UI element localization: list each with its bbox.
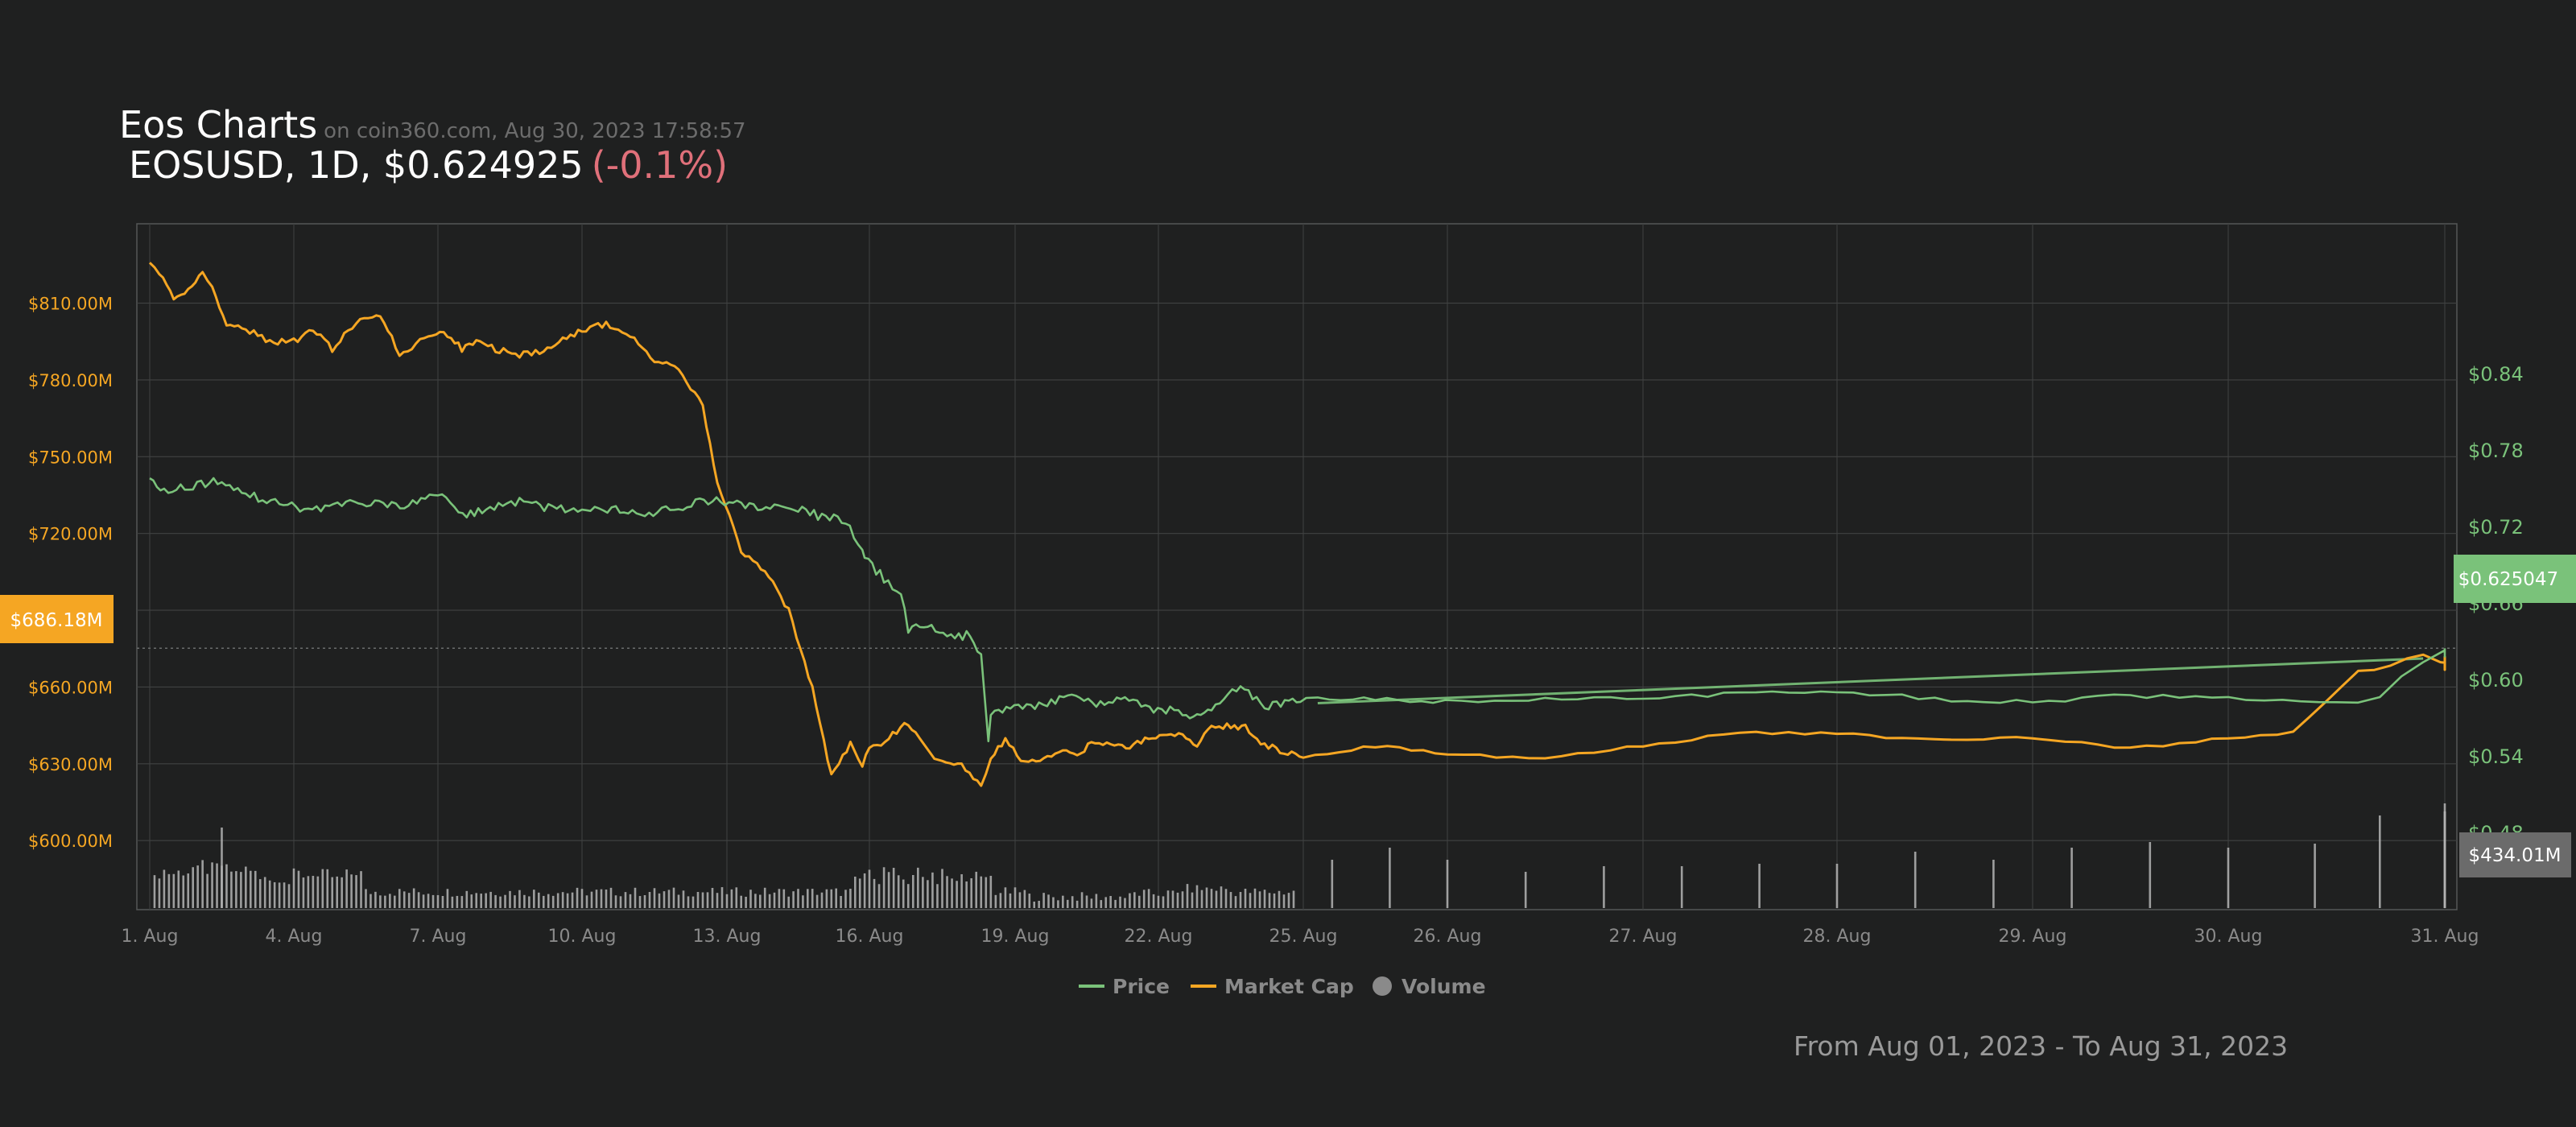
x-axis-tick-label: 28. Aug (1803, 927, 1872, 947)
legend-item-price[interactable]: Price (1079, 975, 1170, 998)
left-axis-tick-label: $600.00M (28, 832, 113, 851)
legend-item-volume[interactable]: Volume (1373, 975, 1486, 998)
volume-badge (2459, 832, 2571, 877)
legend-label: Price (1113, 975, 1170, 998)
x-axis-tick-label: 7. Aug (410, 927, 467, 947)
right-axis-tick-label: $0.84 (2468, 363, 2524, 386)
legend-label: Volume (1402, 975, 1486, 998)
market-cap-badge-label: $686.18M (10, 610, 103, 631)
chart-header: Eos Charts on coin360.com, Aug 30, 2023 1… (119, 103, 746, 187)
x-axis-tick-label: 1. Aug (122, 927, 179, 947)
x-axis-tick-label: 27. Aug (1609, 927, 1678, 947)
grid-layer (136, 223, 2458, 910)
price-change-percent: (-0.1%) (591, 143, 729, 187)
x-axis-tick-label: 26. Aug (1414, 927, 1482, 947)
left-axis-tick-label: $810.00M (28, 295, 113, 314)
left-axis-tick-label: $750.00M (28, 448, 113, 467)
legend-label: Market Cap (1224, 975, 1354, 998)
right-axis-tick-label: $0.72 (2468, 516, 2524, 539)
left-axis-tick-label: $660.00M (28, 678, 113, 697)
x-axis-tick-label: 16. Aug (836, 927, 904, 947)
date-range-label: From Aug 01, 2023 - To Aug 31, 2023 (1794, 1030, 2289, 1062)
chart-source-timestamp: on coin360.com, Aug 30, 2023 17:58:57 (324, 119, 746, 143)
x-axis-tick-label: 25. Aug (1269, 927, 1338, 947)
market-cap-badge (0, 595, 114, 643)
right-axis-tick-label: $0.78 (2468, 440, 2524, 462)
price-series-line (149, 477, 2446, 743)
x-axis-tick-label: 13. Aug (693, 927, 762, 947)
pair-price-subtitle: EOSUSD, 1D, $0.624925 (129, 143, 584, 187)
price-badge-label: $0.625047 (2458, 569, 2558, 590)
price-connector-line (1317, 657, 2424, 704)
x-axis-tick-label: 19. Aug (981, 927, 1050, 947)
left-axis-tick-label: $780.00M (28, 371, 113, 390)
plot-border (136, 223, 2458, 910)
right-axis-tick-label: $0.54 (2468, 745, 2524, 768)
left-axis-tick-label: $720.00M (28, 525, 113, 544)
left-axis-tick-label: $630.00M (28, 755, 113, 774)
badge-layer: $686.18M $0.625047 $434.01M (0, 555, 2576, 877)
x-axis-tick-label: 30. Aug (2194, 927, 2263, 947)
x-axis-tick-label: 22. Aug (1125, 927, 1193, 947)
x-axis-tick-label: 4. Aug (266, 927, 323, 947)
legend-dot-icon (1373, 976, 1392, 996)
subtitle-line: EOSUSD, 1D, $0.624925 (-0.1%) (129, 143, 746, 187)
x-axis-tick-label: 10. Aug (548, 927, 617, 947)
title-line: Eos Charts on coin360.com, Aug 30, 2023 1… (119, 103, 746, 147)
series-layer (148, 262, 2446, 787)
market-cap-series-line (148, 262, 2446, 787)
price-badge (2454, 555, 2576, 603)
volume-layer (153, 803, 2446, 908)
volume-badge-label: $434.01M (2469, 845, 2562, 866)
x-axis-tick-label: 31. Aug (2411, 927, 2479, 947)
chart-title: Eos Charts (119, 103, 318, 147)
chart-legend[interactable]: Price Market Cap Volume (1079, 975, 1486, 998)
legend-item-market-cap[interactable]: Market Cap (1191, 975, 1354, 998)
right-axis-tick-label: $0.60 (2468, 669, 2524, 691)
x-axis-tick-label: 29. Aug (1999, 927, 2067, 947)
